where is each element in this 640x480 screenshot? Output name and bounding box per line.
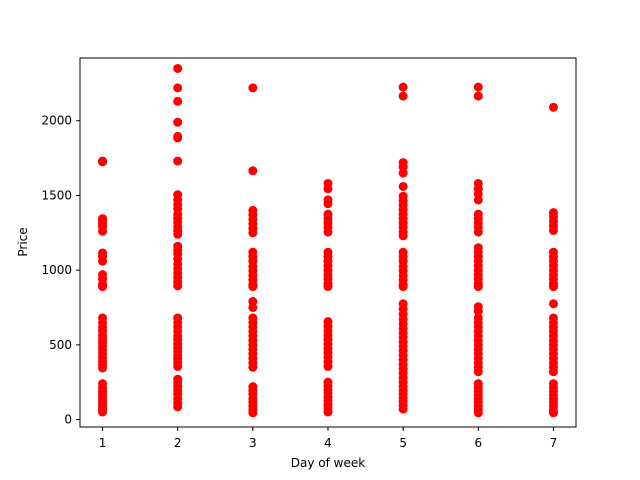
data-point — [173, 117, 183, 127]
data-point — [473, 408, 483, 418]
data-point — [173, 133, 183, 143]
data-point — [473, 282, 483, 292]
data-point — [323, 227, 333, 237]
x-axis-ticks: 1 2 3 4 5 6 7 — [99, 427, 558, 450]
x-axis-label: Day of week — [291, 456, 365, 470]
x-tick-label: 4 — [324, 436, 332, 450]
data-point — [248, 362, 258, 372]
x-tick-label: 5 — [399, 436, 407, 450]
y-axis-label: Price — [16, 227, 30, 256]
data-point — [548, 408, 558, 418]
data-point — [173, 63, 183, 73]
data-point — [173, 281, 183, 291]
data-point — [98, 256, 108, 266]
y-tick-label: 500 — [49, 338, 72, 352]
data-point — [98, 282, 108, 292]
data-point — [473, 82, 483, 92]
data-point — [173, 156, 183, 166]
data-point — [98, 226, 108, 236]
data-point — [398, 231, 408, 241]
data-point — [248, 282, 258, 292]
data-point — [473, 195, 483, 205]
x-tick-label: 1 — [99, 436, 107, 450]
data-point — [248, 302, 258, 312]
data-point — [173, 229, 183, 239]
y-tick-label: 2000 — [41, 114, 72, 128]
data-point — [398, 181, 408, 191]
data-point — [548, 282, 558, 292]
data-point — [548, 367, 558, 377]
y-tick-label: 0 — [64, 413, 72, 427]
data-point — [398, 168, 408, 178]
data-point — [248, 228, 258, 238]
data-point — [248, 83, 258, 93]
x-tick-label: 7 — [550, 436, 558, 450]
data-point — [98, 157, 108, 167]
data-point — [323, 282, 333, 292]
data-point — [398, 404, 408, 414]
data-point — [398, 91, 408, 101]
data-point — [248, 408, 258, 418]
y-tick-label: 1000 — [41, 263, 72, 277]
data-point — [173, 362, 183, 371]
data-point — [473, 227, 483, 237]
data-point — [323, 362, 333, 371]
y-axis-ticks: 0 500 1000 1500 2000 — [41, 114, 80, 427]
data-point — [398, 282, 408, 292]
y-tick-label: 1500 — [41, 188, 72, 202]
data-point — [323, 199, 333, 209]
data-point — [548, 102, 558, 112]
data-point — [173, 96, 183, 106]
data-point — [98, 407, 108, 417]
data-point — [98, 363, 108, 373]
data-point — [173, 402, 183, 412]
data-point — [398, 82, 408, 92]
data-point — [473, 91, 483, 101]
data-point — [248, 166, 258, 176]
data-point — [548, 299, 558, 309]
x-tick-label: 3 — [249, 436, 257, 450]
data-point — [548, 226, 558, 236]
data-point — [323, 407, 333, 417]
data-point — [173, 83, 183, 93]
x-tick-label: 2 — [174, 436, 182, 450]
data-point — [323, 184, 333, 194]
points-layer — [98, 63, 558, 418]
data-point — [473, 367, 483, 377]
x-tick-label: 6 — [474, 436, 482, 450]
data-point — [473, 306, 483, 316]
